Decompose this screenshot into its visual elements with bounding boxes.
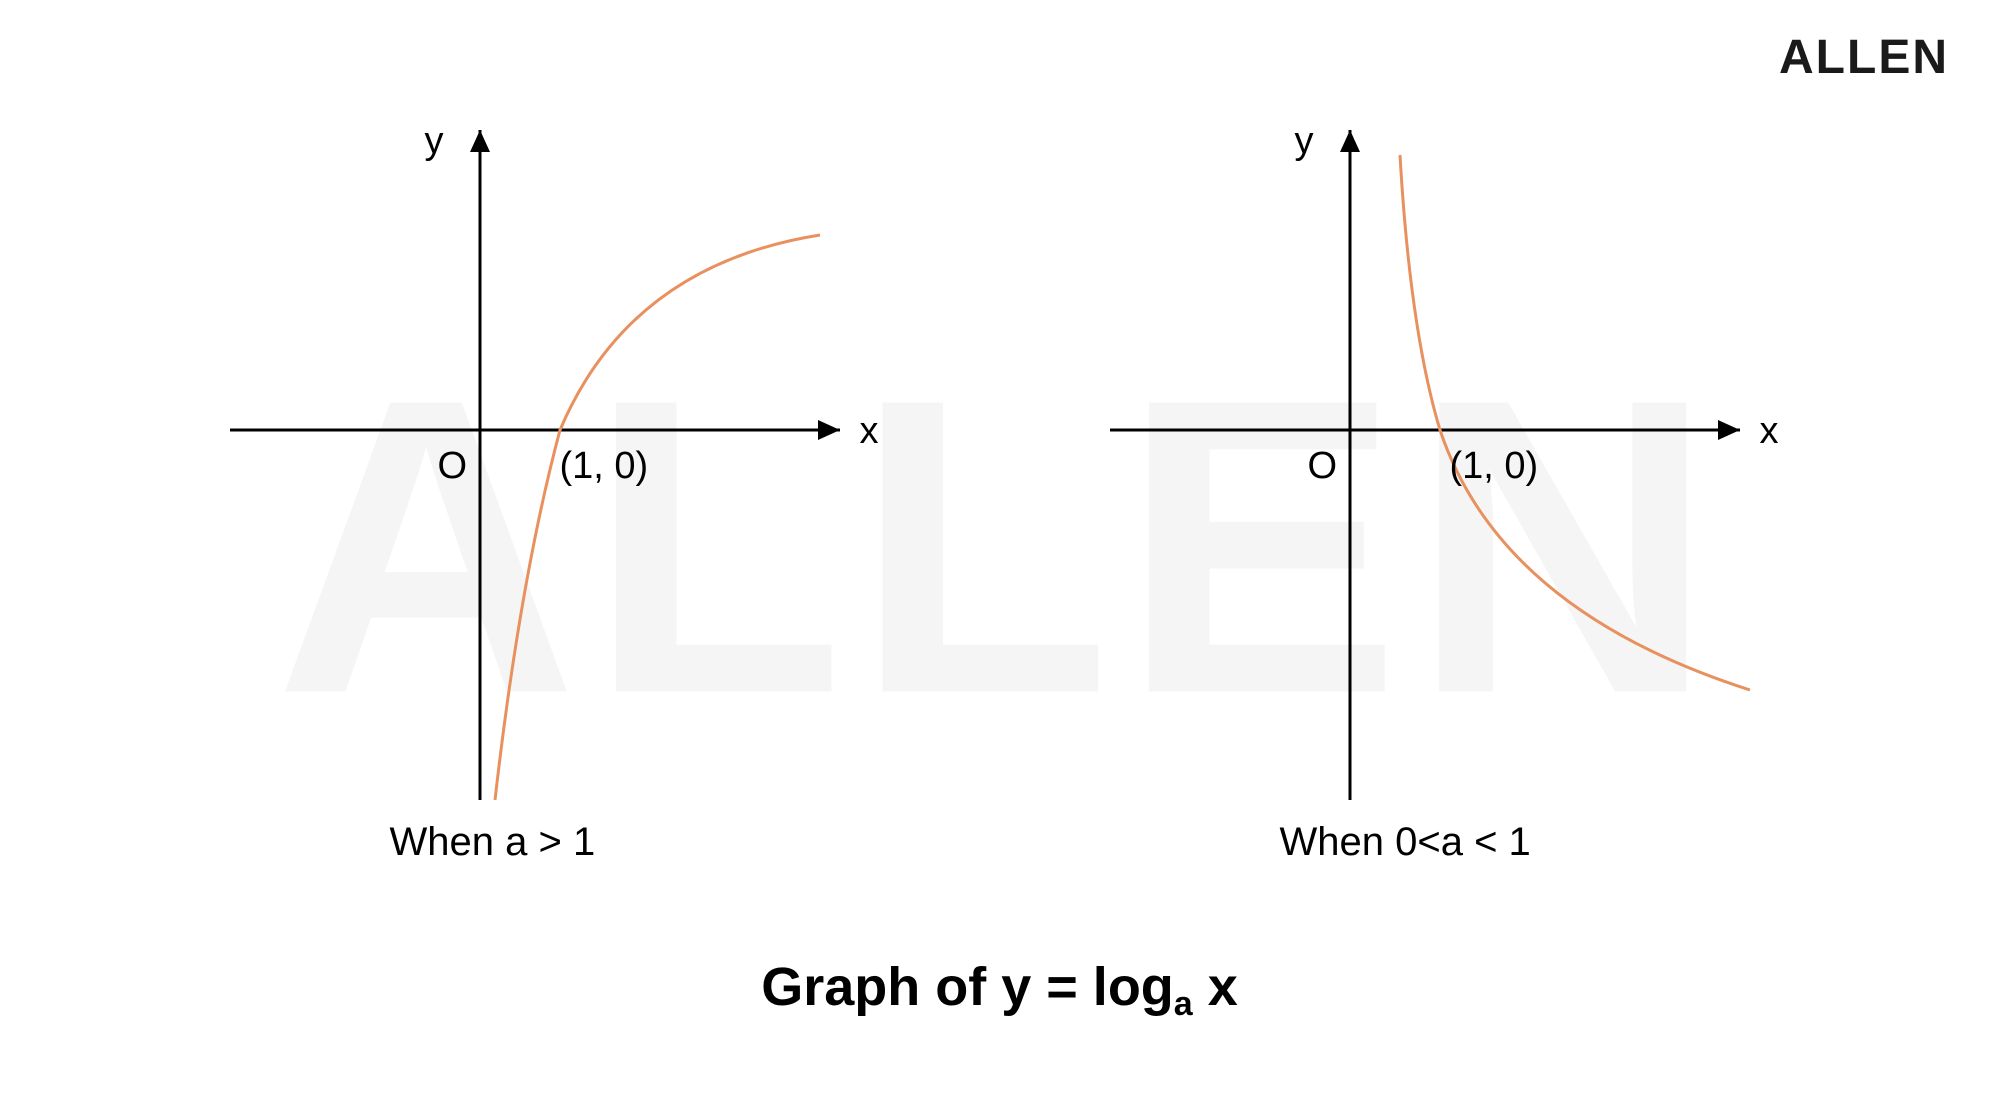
y-axis-arrow-icon <box>470 130 490 152</box>
log-curve-decreasing <box>1400 155 1750 690</box>
chart-panel-right: y x O (1, 0) When 0<a < 1 <box>1100 100 1800 850</box>
intercept-point-label: (1, 0) <box>560 445 649 488</box>
log-curve-increasing <box>495 235 820 800</box>
chart-caption-right: When 0<a < 1 <box>1280 820 1531 865</box>
charts-container: y x O (1, 0) When a > 1 y x O (1, 0) Whe… <box>0 0 1999 850</box>
title-subscript: a <box>1174 985 1193 1023</box>
intercept-point-label: (1, 0) <box>1450 445 1539 488</box>
origin-label: O <box>1308 445 1338 488</box>
chart-panel-left: y x O (1, 0) When a > 1 <box>200 100 900 850</box>
y-axis-arrow-icon <box>1340 130 1360 152</box>
x-axis-arrow-icon <box>818 420 840 440</box>
chart-svg-left <box>200 100 900 800</box>
origin-label: O <box>438 445 468 488</box>
title-prefix: Graph of y = log <box>761 957 1174 1017</box>
y-axis-label: y <box>425 120 444 163</box>
chart-caption-left: When a > 1 <box>390 820 596 865</box>
page-title: Graph of y = loga x <box>761 956 1238 1024</box>
x-axis-label: x <box>1760 410 1779 453</box>
x-axis-arrow-icon <box>1718 420 1740 440</box>
y-axis-label: y <box>1295 120 1314 163</box>
title-suffix: x <box>1193 957 1238 1017</box>
x-axis-label: x <box>860 410 879 453</box>
